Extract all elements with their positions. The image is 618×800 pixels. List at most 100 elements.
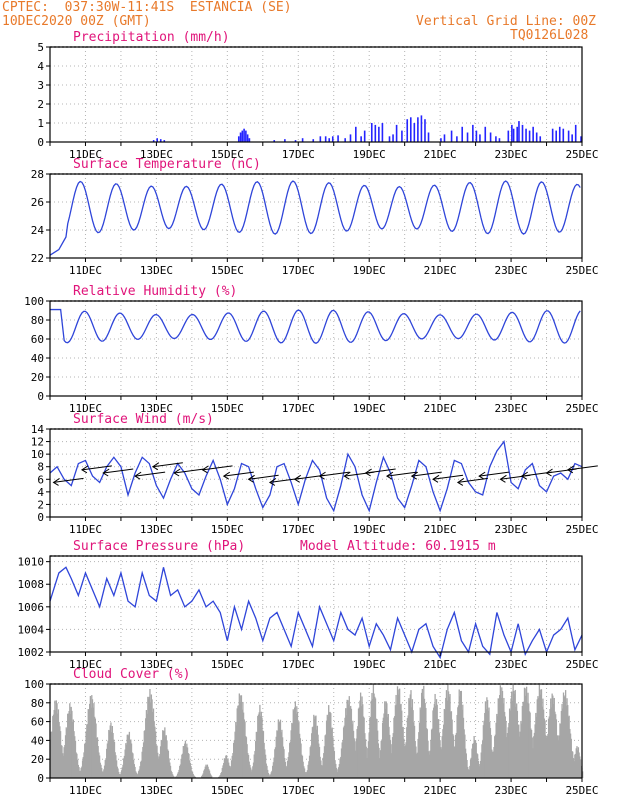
cloud-bar xyxy=(565,705,567,778)
cloud-bar xyxy=(324,735,326,778)
cloud-bar xyxy=(365,746,367,778)
cloud-bar xyxy=(457,705,460,778)
y-tick-label: 14 xyxy=(31,423,45,436)
cloud-bar xyxy=(156,745,158,778)
cloud-bar xyxy=(347,700,349,778)
cloud-bar xyxy=(340,756,342,778)
cloud-bar xyxy=(523,687,526,778)
cloud-bar xyxy=(372,684,375,778)
x-tick-label: 15DEC xyxy=(211,784,244,797)
cloud-bar xyxy=(455,732,458,778)
cloud-bar xyxy=(574,754,576,778)
wind-arrow-head xyxy=(478,471,486,480)
cloud-bar xyxy=(63,747,65,778)
cloud-bar xyxy=(155,745,157,778)
cloud-bar xyxy=(201,776,203,778)
cloud-bar xyxy=(104,760,106,778)
cloud-bar xyxy=(137,771,140,778)
cloud-bar xyxy=(362,704,364,778)
cloud-bar xyxy=(313,719,316,778)
cloud-bar xyxy=(552,703,555,778)
header-station: CPTEC: 037:30W-11:41S ESTANCIA (SE) xyxy=(2,0,292,15)
cloud-bar xyxy=(258,712,260,778)
y-tick-label: 0 xyxy=(37,390,44,403)
cloud-bar xyxy=(255,731,258,778)
x-tick-label: 17DEC xyxy=(282,523,315,536)
cloud-bar xyxy=(345,715,348,778)
cloud-bar xyxy=(205,764,207,778)
cloud-bar xyxy=(407,715,409,778)
precip-bar xyxy=(312,139,315,142)
cloud-bar xyxy=(352,720,354,778)
cloud-bar xyxy=(189,760,191,778)
cloud-bar xyxy=(192,773,194,778)
cloud-bar xyxy=(106,748,108,778)
cloud-bar xyxy=(456,714,458,778)
cloud-bar xyxy=(299,738,301,778)
wind-arrow xyxy=(319,471,350,477)
cloud-bar xyxy=(247,753,249,778)
precip-bar xyxy=(344,138,346,142)
cloud-bar xyxy=(480,752,482,778)
cloud-bar xyxy=(540,689,543,778)
cloud-bar xyxy=(550,698,552,778)
cloud-bar xyxy=(83,752,85,778)
cloud-bar xyxy=(202,773,204,778)
cloud-bar xyxy=(343,725,345,778)
cloud-bar xyxy=(538,698,540,778)
cloud-bar xyxy=(577,747,580,778)
cloud-bar xyxy=(93,716,96,778)
cloud-bar xyxy=(511,700,514,778)
cloud-bar xyxy=(567,705,569,778)
precip-bar xyxy=(239,132,242,142)
cloud-bar xyxy=(486,697,488,778)
cloud-bar xyxy=(306,770,309,778)
cloud-bar xyxy=(204,766,206,778)
cloud-bar xyxy=(133,764,136,778)
cloud-bar xyxy=(528,711,531,778)
cloud-bar xyxy=(478,766,480,778)
x-tick-label: 25DEC xyxy=(565,402,598,415)
cloud-bar xyxy=(574,753,577,778)
cloud-bar xyxy=(253,754,255,778)
cloud-bar xyxy=(408,700,411,778)
cloud-bar xyxy=(405,742,407,778)
cloud-bar xyxy=(446,700,448,778)
cloud-bar xyxy=(147,698,150,778)
cloud-bar xyxy=(118,771,120,778)
cloud-bar xyxy=(313,714,315,778)
cloud-bar xyxy=(318,746,321,778)
cloud-bar xyxy=(206,766,208,778)
cloud-bar xyxy=(447,684,449,778)
cloud-bar xyxy=(207,766,209,778)
wind-arrow-head xyxy=(293,474,301,483)
cloud-bar xyxy=(413,722,415,778)
cloud-bar xyxy=(96,737,99,778)
cloud-bar xyxy=(437,719,439,778)
wind-arrow-head xyxy=(247,474,255,483)
cloud-bar xyxy=(534,724,536,778)
cloud-bar xyxy=(209,773,211,778)
cloud-bar xyxy=(70,706,72,778)
cloud-bar xyxy=(560,723,562,778)
cloud-bar xyxy=(580,765,582,778)
cloud-bar xyxy=(413,725,416,778)
cloud-bar xyxy=(203,770,205,778)
cloud-bar xyxy=(290,730,292,778)
cloud-bar xyxy=(519,731,521,778)
cloud-bar xyxy=(142,742,145,778)
cloud-bar xyxy=(231,755,233,778)
cloud-bar xyxy=(326,714,328,778)
cloud-bar xyxy=(439,740,441,778)
cloud-bar xyxy=(121,767,123,778)
precip-bar xyxy=(427,132,430,142)
cloud-bar xyxy=(140,761,142,778)
precip-bar xyxy=(580,136,582,142)
cloud-bar xyxy=(470,757,472,778)
cloud-bar xyxy=(292,709,294,778)
precip-bar xyxy=(555,130,557,142)
precip-bar xyxy=(355,126,357,142)
cloud-bar xyxy=(167,749,169,778)
cloud-bar xyxy=(501,691,504,778)
cloud-bar xyxy=(163,730,165,778)
